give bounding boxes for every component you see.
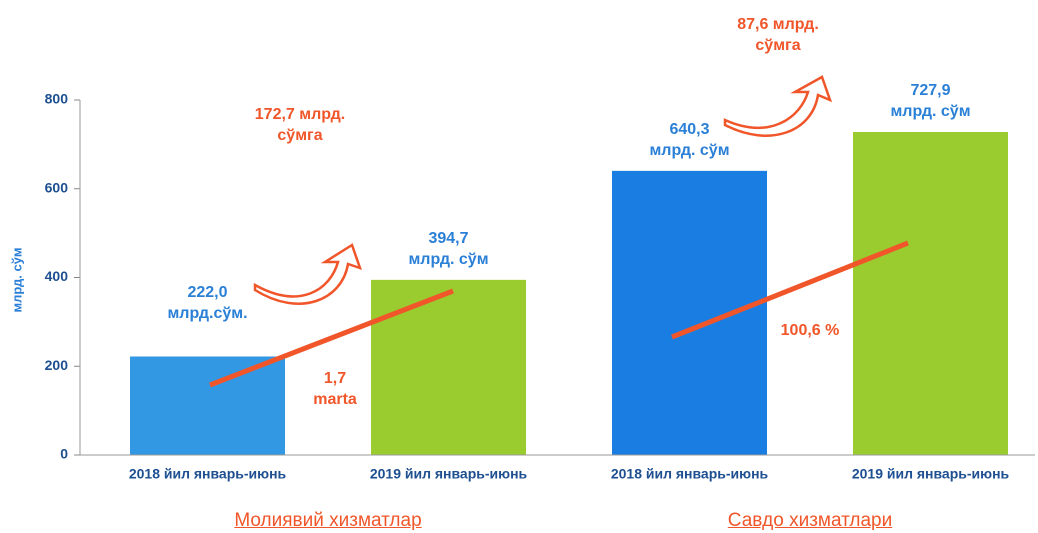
x-tick-label: 2018 йил январь-июнь bbox=[611, 466, 769, 482]
annotation: 100,6 % bbox=[780, 322, 840, 339]
y-tick-label: 0 bbox=[60, 446, 68, 462]
bar bbox=[612, 170, 767, 455]
x-tick-label: 2018 йил январь-июнь bbox=[129, 466, 287, 482]
arrow bbox=[723, 75, 833, 137]
y-tick-label: 800 bbox=[45, 91, 69, 107]
y-tick-label: 200 bbox=[45, 357, 69, 373]
group-label: Молиявий хизматлар bbox=[234, 510, 422, 531]
y-axis-label: млрд. сўм bbox=[9, 247, 24, 312]
trend-line bbox=[209, 288, 454, 388]
trend-line bbox=[671, 240, 909, 340]
value-label: 727,9 млрд. сўм bbox=[890, 81, 971, 120]
annotation: 87,6 млрд. сўмга bbox=[737, 16, 819, 54]
arrow bbox=[253, 243, 363, 305]
bar bbox=[371, 279, 526, 455]
value-label: 394,7 млрд. сўм bbox=[408, 229, 489, 268]
bar bbox=[130, 356, 285, 455]
x-tick-label: 2019 йил январь-июнь bbox=[852, 466, 1010, 482]
y-tick-label: 600 bbox=[45, 179, 69, 195]
annotation: 1,7 marta bbox=[313, 370, 357, 408]
group-label: Савдо хизматлари bbox=[727, 510, 893, 531]
y-tick-label: 400 bbox=[45, 268, 69, 284]
value-label: 222,0 млрд.сўм. bbox=[167, 284, 248, 323]
annotation: 172,7 млрд. сўмга bbox=[254, 106, 346, 144]
value-label: 640,3 млрд. сўм bbox=[649, 120, 730, 159]
x-tick-label: 2019 йил январь-июнь bbox=[370, 466, 528, 482]
bar bbox=[853, 131, 1008, 455]
